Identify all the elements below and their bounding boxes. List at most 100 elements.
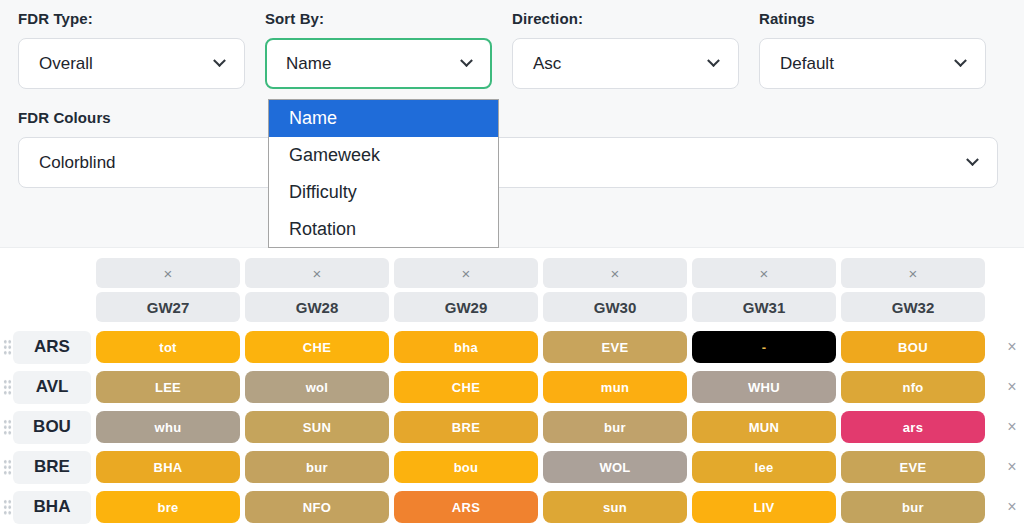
fixture-cell: BHA: [96, 451, 240, 483]
close-column-gw31-button[interactable]: ×: [692, 258, 836, 288]
table-row-bha: BHA bre NFO ARS sun LIV bur ×: [0, 491, 1024, 523]
ratings-label: Ratings: [759, 10, 986, 27]
team-label: BHA: [13, 491, 91, 524]
close-column-gw27-button[interactable]: ×: [96, 258, 240, 288]
fdr-colours-label: FDR Colours: [18, 109, 1006, 126]
fixture-cell: ars: [841, 411, 985, 443]
gameweek-label: GW32: [892, 299, 935, 316]
drag-handle-icon[interactable]: [3, 379, 12, 395]
sort-by-value: Name: [286, 54, 331, 74]
gameweek-header: GW27: [96, 292, 240, 322]
fixture-cell: bur: [841, 491, 985, 523]
direction-label: Direction:: [512, 10, 739, 27]
drag-handle-icon[interactable]: [3, 419, 12, 435]
gameweek-label: GW27: [147, 299, 190, 316]
fdr-colours-value: Colorblind: [39, 153, 116, 173]
fixture-cell: LEE: [96, 371, 240, 403]
fixture-cell: tot: [96, 331, 240, 363]
sort-option-name[interactable]: Name: [269, 100, 498, 137]
fixture-cell: EVE: [543, 331, 687, 363]
remove-row-button[interactable]: ×: [1002, 418, 1022, 436]
direction-value: Asc: [533, 54, 561, 74]
close-column-gw32-button[interactable]: ×: [841, 258, 985, 288]
drag-handle-icon[interactable]: [3, 339, 12, 355]
direction-select[interactable]: Asc: [512, 38, 739, 89]
sort-option-rotation[interactable]: Rotation: [269, 211, 498, 248]
sort-by-dropdown-menu: Name Gameweek Difficulty Rotation: [268, 99, 499, 248]
fixture-cell: LIV: [692, 491, 836, 523]
gameweek-header: GW31: [692, 292, 836, 322]
remove-row-button[interactable]: ×: [1002, 498, 1022, 516]
close-column-gw28-button[interactable]: ×: [245, 258, 389, 288]
close-column-gw30-button[interactable]: ×: [543, 258, 687, 288]
fixture-cell: bou: [394, 451, 538, 483]
team-label: ARS: [13, 331, 91, 364]
sort-by-select[interactable]: Name: [265, 38, 492, 89]
chevron-down-icon: [460, 54, 473, 67]
fixture-cell: WHU: [692, 371, 836, 403]
fixture-cell: nfo: [841, 371, 985, 403]
column-close-row: × × × × × ×: [96, 258, 1024, 288]
table-row-bre: BRE BHA bur bou WOL lee EVE ×: [0, 451, 1024, 483]
table-row-avl: AVL LEE wol CHE mun WHU nfo ×: [0, 371, 1024, 403]
close-icon: ×: [909, 266, 918, 281]
fixture-cell: bur: [245, 451, 389, 483]
fixture-cell: CHE: [245, 331, 389, 363]
remove-row-button[interactable]: ×: [1002, 378, 1022, 396]
drag-handle-icon[interactable]: [3, 459, 12, 475]
team-label: BOU: [13, 411, 91, 444]
ratings-select[interactable]: Default: [759, 38, 986, 89]
fixture-cell: bha: [394, 331, 538, 363]
fixture-cell: ARS: [394, 491, 538, 523]
ratings-value: Default: [780, 54, 834, 74]
drag-handle-icon[interactable]: [3, 499, 12, 515]
fdr-colours-group: FDR Colours Colorblind: [0, 89, 1024, 188]
gameweek-header: GW32: [841, 292, 985, 322]
fixture-cell: wol: [245, 371, 389, 403]
fdr-type-group: FDR Type: Overall: [18, 10, 245, 89]
sort-option-difficulty[interactable]: Difficulty: [269, 174, 498, 211]
close-icon: ×: [462, 266, 471, 281]
fixture-cell: MUN: [692, 411, 836, 443]
direction-group: Direction: Asc: [512, 10, 739, 89]
chevron-down-icon: [213, 54, 226, 67]
fixture-cell: NFO: [245, 491, 389, 523]
gameweek-header: GW28: [245, 292, 389, 322]
fixture-cell: bre: [96, 491, 240, 523]
fdr-type-value: Overall: [39, 54, 93, 74]
gameweek-label: GW28: [296, 299, 339, 316]
close-column-gw29-button[interactable]: ×: [394, 258, 538, 288]
fdr-type-select[interactable]: Overall: [18, 38, 245, 89]
close-icon: ×: [164, 266, 173, 281]
team-label: AVL: [13, 371, 91, 404]
gameweek-label: GW31: [743, 299, 786, 316]
chevron-down-icon: [707, 54, 720, 67]
fixture-cell: bur: [543, 411, 687, 443]
fixture-cell: WOL: [543, 451, 687, 483]
fixture-cell: BRE: [394, 411, 538, 443]
fixture-cell: SUN: [245, 411, 389, 443]
fixture-cell: mun: [543, 371, 687, 403]
table-row-bou: BOU whu SUN BRE bur MUN ars ×: [0, 411, 1024, 443]
fixture-cell: whu: [96, 411, 240, 443]
fixture-cell: lee: [692, 451, 836, 483]
table-row-ars: ARS tot CHE bha EVE - BOU ×: [0, 331, 1024, 363]
remove-row-button[interactable]: ×: [1002, 338, 1022, 356]
close-icon: ×: [611, 266, 620, 281]
fixture-cell: sun: [543, 491, 687, 523]
chevron-down-icon: [954, 54, 967, 67]
fixture-cell-blank: -: [692, 331, 836, 363]
sort-option-gameweek[interactable]: Gameweek: [269, 137, 498, 174]
gameweek-label: GW30: [594, 299, 637, 316]
filters-panel: FDR Type: Overall Sort By: Name Directio…: [0, 0, 1024, 248]
gameweek-label: GW29: [445, 299, 488, 316]
team-label: BRE: [13, 451, 91, 484]
fdr-type-label: FDR Type:: [18, 10, 245, 27]
fdr-colours-select[interactable]: Colorblind: [18, 137, 998, 188]
remove-row-button[interactable]: ×: [1002, 458, 1022, 476]
sort-by-group: Sort By: Name: [265, 10, 492, 89]
sort-by-label: Sort By:: [265, 10, 492, 27]
fixture-ticker: × × × × × × GW27 GW28 GW29 GW30 GW31 GW3…: [0, 248, 1024, 523]
close-icon: ×: [760, 266, 769, 281]
fixture-cell: EVE: [841, 451, 985, 483]
